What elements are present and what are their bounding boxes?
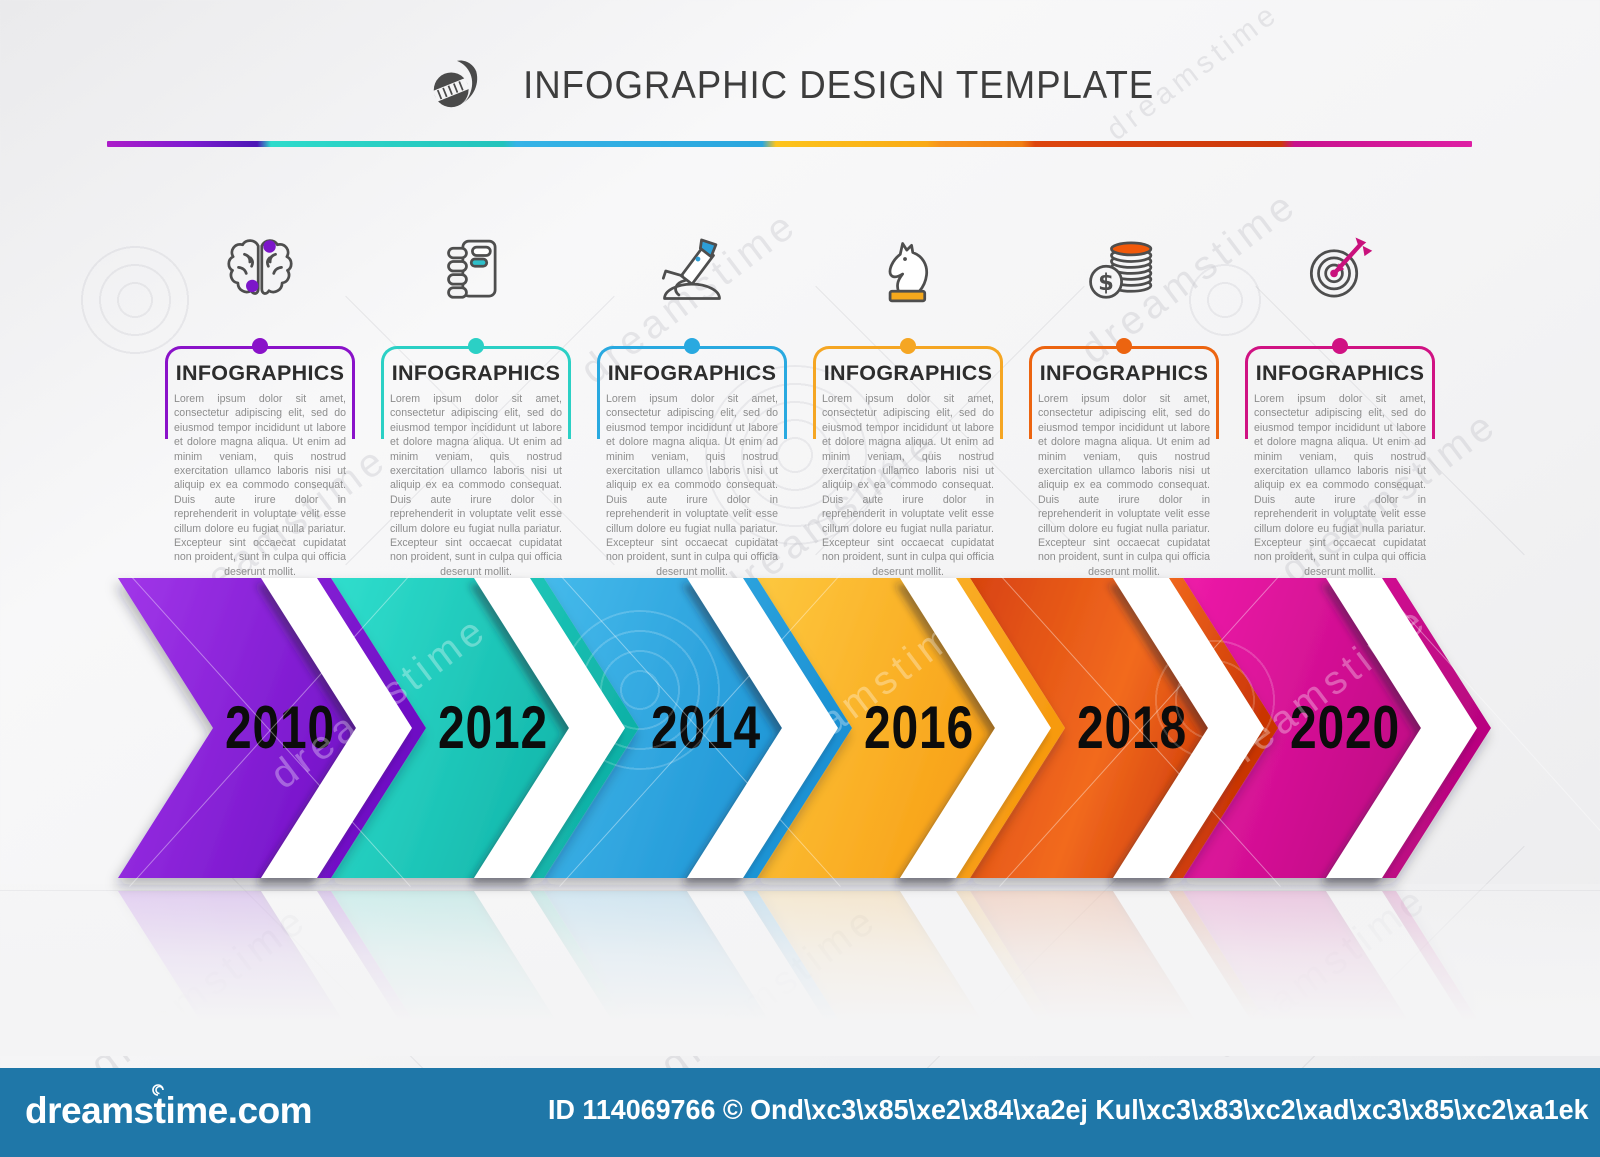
footer-bar: dreamstime.com ID 114069766 © Ond\xc3\x8… xyxy=(0,1068,1600,1157)
infographics-box: INFOGRAPHICS Lorem ipsum dolor sit amet,… xyxy=(165,338,355,578)
chess-knight-icon xyxy=(813,212,1003,330)
infographics-box: INFOGRAPHICS Lorem ipsum dolor sit amet,… xyxy=(1029,338,1219,578)
coins-icon: $ xyxy=(1029,212,1219,330)
box-accent-dot xyxy=(1332,338,1348,354)
box-title: INFOGRAPHICS xyxy=(391,361,561,385)
column-4: INFOGRAPHICS Lorem ipsum dolor sit amet,… xyxy=(813,212,1003,578)
page-title: INFOGRAPHIC DESIGN TEMPLATE xyxy=(523,64,1155,107)
arrows-reflection xyxy=(0,884,1600,1056)
box-title: INFOGRAPHICS xyxy=(607,361,777,385)
svg-text:$: $ xyxy=(1098,270,1114,296)
footer-logo: dreamstime.com xyxy=(25,1090,313,1131)
microscope-icon xyxy=(597,212,787,330)
box-accent-dot xyxy=(1116,338,1132,354)
year-label: 2018 xyxy=(1077,694,1187,761)
dreamstime-swoosh-logo-icon xyxy=(433,60,478,108)
column-2: INFOGRAPHICS Lorem ipsum dolor sit amet,… xyxy=(381,212,571,578)
box-accent-dot xyxy=(684,338,700,354)
infographics-box: INFOGRAPHICS Lorem ipsum dolor sit amet,… xyxy=(1245,338,1435,578)
target-icon xyxy=(1245,212,1435,330)
footer-id-text: ID 114069766 © Ond\xc3\x85\xe2\x84\xa2ej… xyxy=(548,1094,1589,1125)
timeline-arrows: 2010 2012 2014 2016 2018 2020 xyxy=(0,572,1600,912)
brain-icon xyxy=(165,212,355,330)
column-3: INFOGRAPHICS Lorem ipsum dolor sit amet,… xyxy=(597,212,787,578)
notebook-icon xyxy=(381,212,571,330)
box-body: Lorem ipsum dolor sit amet, consectetur … xyxy=(174,393,346,578)
box-body: Lorem ipsum dolor sit amet, consectetur … xyxy=(390,393,562,578)
box-title: INFOGRAPHICS xyxy=(175,361,345,385)
box-accent-dot xyxy=(468,338,484,354)
column-5: $ INFOGRAPHICS Lorem ipsum dolor sit ame… xyxy=(1029,212,1219,578)
box-title: INFOGRAPHICS xyxy=(1255,361,1425,385)
box-body: Lorem ipsum dolor sit amet, consectetur … xyxy=(1254,393,1426,578)
year-label: 2016 xyxy=(864,694,974,761)
year-label: 2010 xyxy=(225,694,335,761)
columns-row: INFOGRAPHICS Lorem ipsum dolor sit amet,… xyxy=(165,212,1435,578)
infographics-box: INFOGRAPHICS Lorem ipsum dolor sit amet,… xyxy=(381,338,571,578)
year-label: 2014 xyxy=(651,694,761,761)
box-body: Lorem ipsum dolor sit amet, consectetur … xyxy=(822,393,994,578)
box-title: INFOGRAPHICS xyxy=(1039,361,1209,385)
year-label: 2012 xyxy=(438,694,548,761)
footer-logo-spiral-icon xyxy=(152,1084,164,1096)
column-6: INFOGRAPHICS Lorem ipsum dolor sit amet,… xyxy=(1245,212,1435,578)
box-body: Lorem ipsum dolor sit amet, consectetur … xyxy=(606,393,778,578)
box-title: INFOGRAPHICS xyxy=(823,361,993,385)
box-body: Lorem ipsum dolor sit amet, consectetur … xyxy=(1038,393,1210,578)
box-accent-dot xyxy=(900,338,916,354)
divider-bar xyxy=(107,141,1472,147)
header: INFOGRAPHIC DESIGN TEMPLATE xyxy=(0,46,1600,126)
infographics-box: INFOGRAPHICS Lorem ipsum dolor sit amet,… xyxy=(597,338,787,578)
year-label: 2020 xyxy=(1290,694,1400,761)
infographics-box: INFOGRAPHICS Lorem ipsum dolor sit amet,… xyxy=(813,338,1003,578)
box-accent-dot xyxy=(252,338,268,354)
column-1: INFOGRAPHICS Lorem ipsum dolor sit amet,… xyxy=(165,212,355,578)
